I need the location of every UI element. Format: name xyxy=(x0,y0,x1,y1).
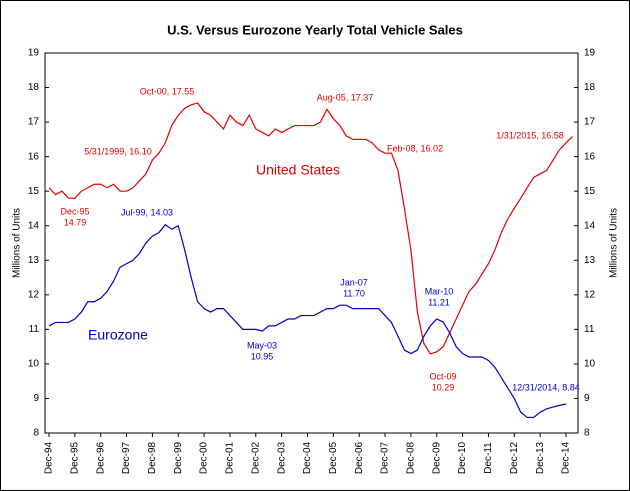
x-tick-label: Dec-14 xyxy=(561,441,572,474)
y2-tick-label: 12 xyxy=(584,289,596,300)
annotation: 14.79 xyxy=(64,217,87,227)
y2-tick-label: 11 xyxy=(584,324,595,335)
x-tick-label: Dec-02 xyxy=(250,441,261,474)
x-tick-label: Dec-08 xyxy=(406,441,417,474)
y-tick-label: 19 xyxy=(28,48,40,59)
y-tick-label: 15 xyxy=(28,186,40,197)
x-tick-label: Dec-05 xyxy=(328,441,339,474)
annotation: Aug-05, 17.37 xyxy=(317,92,374,102)
y-tick-label: 13 xyxy=(28,255,40,266)
series-label: United States xyxy=(256,162,340,178)
annotation: 1/31/2015, 16.58 xyxy=(496,130,564,140)
annotation: 11.70 xyxy=(343,288,365,298)
annotation: Oct-09 xyxy=(429,371,456,381)
x-tick-label: Dec-07 xyxy=(380,441,391,474)
x-tick-label: Dec-04 xyxy=(302,441,313,474)
series-label: Eurozone xyxy=(88,327,148,343)
x-tick-label: Dec-03 xyxy=(276,441,287,474)
x-tick-label: Dec-09 xyxy=(431,441,442,474)
y2-tick-label: 9 xyxy=(584,393,590,404)
annotation: Dec-95 xyxy=(60,206,89,216)
annotation: May-03 xyxy=(247,340,277,350)
y-tick-label: 9 xyxy=(33,393,39,404)
x-tick-label: Dec-97 xyxy=(121,441,132,474)
annotation: 10.29 xyxy=(432,382,455,392)
chart-title: U.S. Versus Eurozone Yearly Total Vehicl… xyxy=(167,22,463,37)
y-tick-label: 8 xyxy=(33,428,39,439)
y2-tick-label: 14 xyxy=(584,220,596,231)
x-tick-label: Dec-01 xyxy=(225,441,236,474)
y2-tick-label: 18 xyxy=(584,82,596,93)
x-tick-label: Dec-94 xyxy=(44,441,55,474)
y2-tick-label: 8 xyxy=(584,428,590,439)
series-line xyxy=(48,102,573,355)
series-line xyxy=(48,223,567,419)
x-tick-label: Dec-12 xyxy=(509,441,520,474)
annotation: 12/31/2014, 8.84 xyxy=(512,382,580,392)
y-tick-label: 17 xyxy=(28,117,40,128)
annotation: Feb-08, 16.02 xyxy=(387,143,443,153)
annotation: 5/31/1999, 16.10 xyxy=(84,146,152,156)
annotation: Oct-00, 17.55 xyxy=(140,86,195,96)
annotation: Jul-99, 14.03 xyxy=(121,207,173,217)
x-tick-label: Dec-95 xyxy=(69,441,80,474)
x-tick-label: Dec-13 xyxy=(535,441,546,474)
y2-tick-label: 10 xyxy=(584,359,596,370)
annotation: Jan-07 xyxy=(340,277,368,287)
y-tick-label: 16 xyxy=(28,151,40,162)
x-tick-label: Dec-99 xyxy=(173,441,184,474)
y-tick-label: 11 xyxy=(29,324,40,335)
y-axis-label: Millions of Units xyxy=(12,208,23,278)
y-tick-label: 12 xyxy=(28,289,40,300)
y2-tick-label: 17 xyxy=(584,117,596,128)
annotation: 11.21 xyxy=(428,297,450,307)
y-tick-label: 14 xyxy=(28,220,40,231)
annotation: 10.95 xyxy=(251,351,274,361)
y-tick-label: 18 xyxy=(28,82,40,93)
y-tick-label: 10 xyxy=(28,359,40,370)
y2-axis-label: Millions of Units xyxy=(609,208,620,278)
annotation: Mar-10 xyxy=(425,286,454,296)
x-tick-label: Dec-96 xyxy=(95,441,106,474)
y2-tick-label: 19 xyxy=(584,48,596,59)
y2-tick-label: 15 xyxy=(584,186,596,197)
x-tick-label: Dec-10 xyxy=(457,441,468,474)
x-tick-label: Dec-11 xyxy=(483,442,494,474)
y2-tick-label: 13 xyxy=(584,255,596,266)
x-tick-label: Dec-00 xyxy=(199,441,210,474)
plot-frame xyxy=(44,52,579,434)
x-tick-label: Dec-98 xyxy=(147,441,158,474)
x-tick-label: Dec-06 xyxy=(354,441,365,474)
y2-tick-label: 16 xyxy=(584,151,596,162)
